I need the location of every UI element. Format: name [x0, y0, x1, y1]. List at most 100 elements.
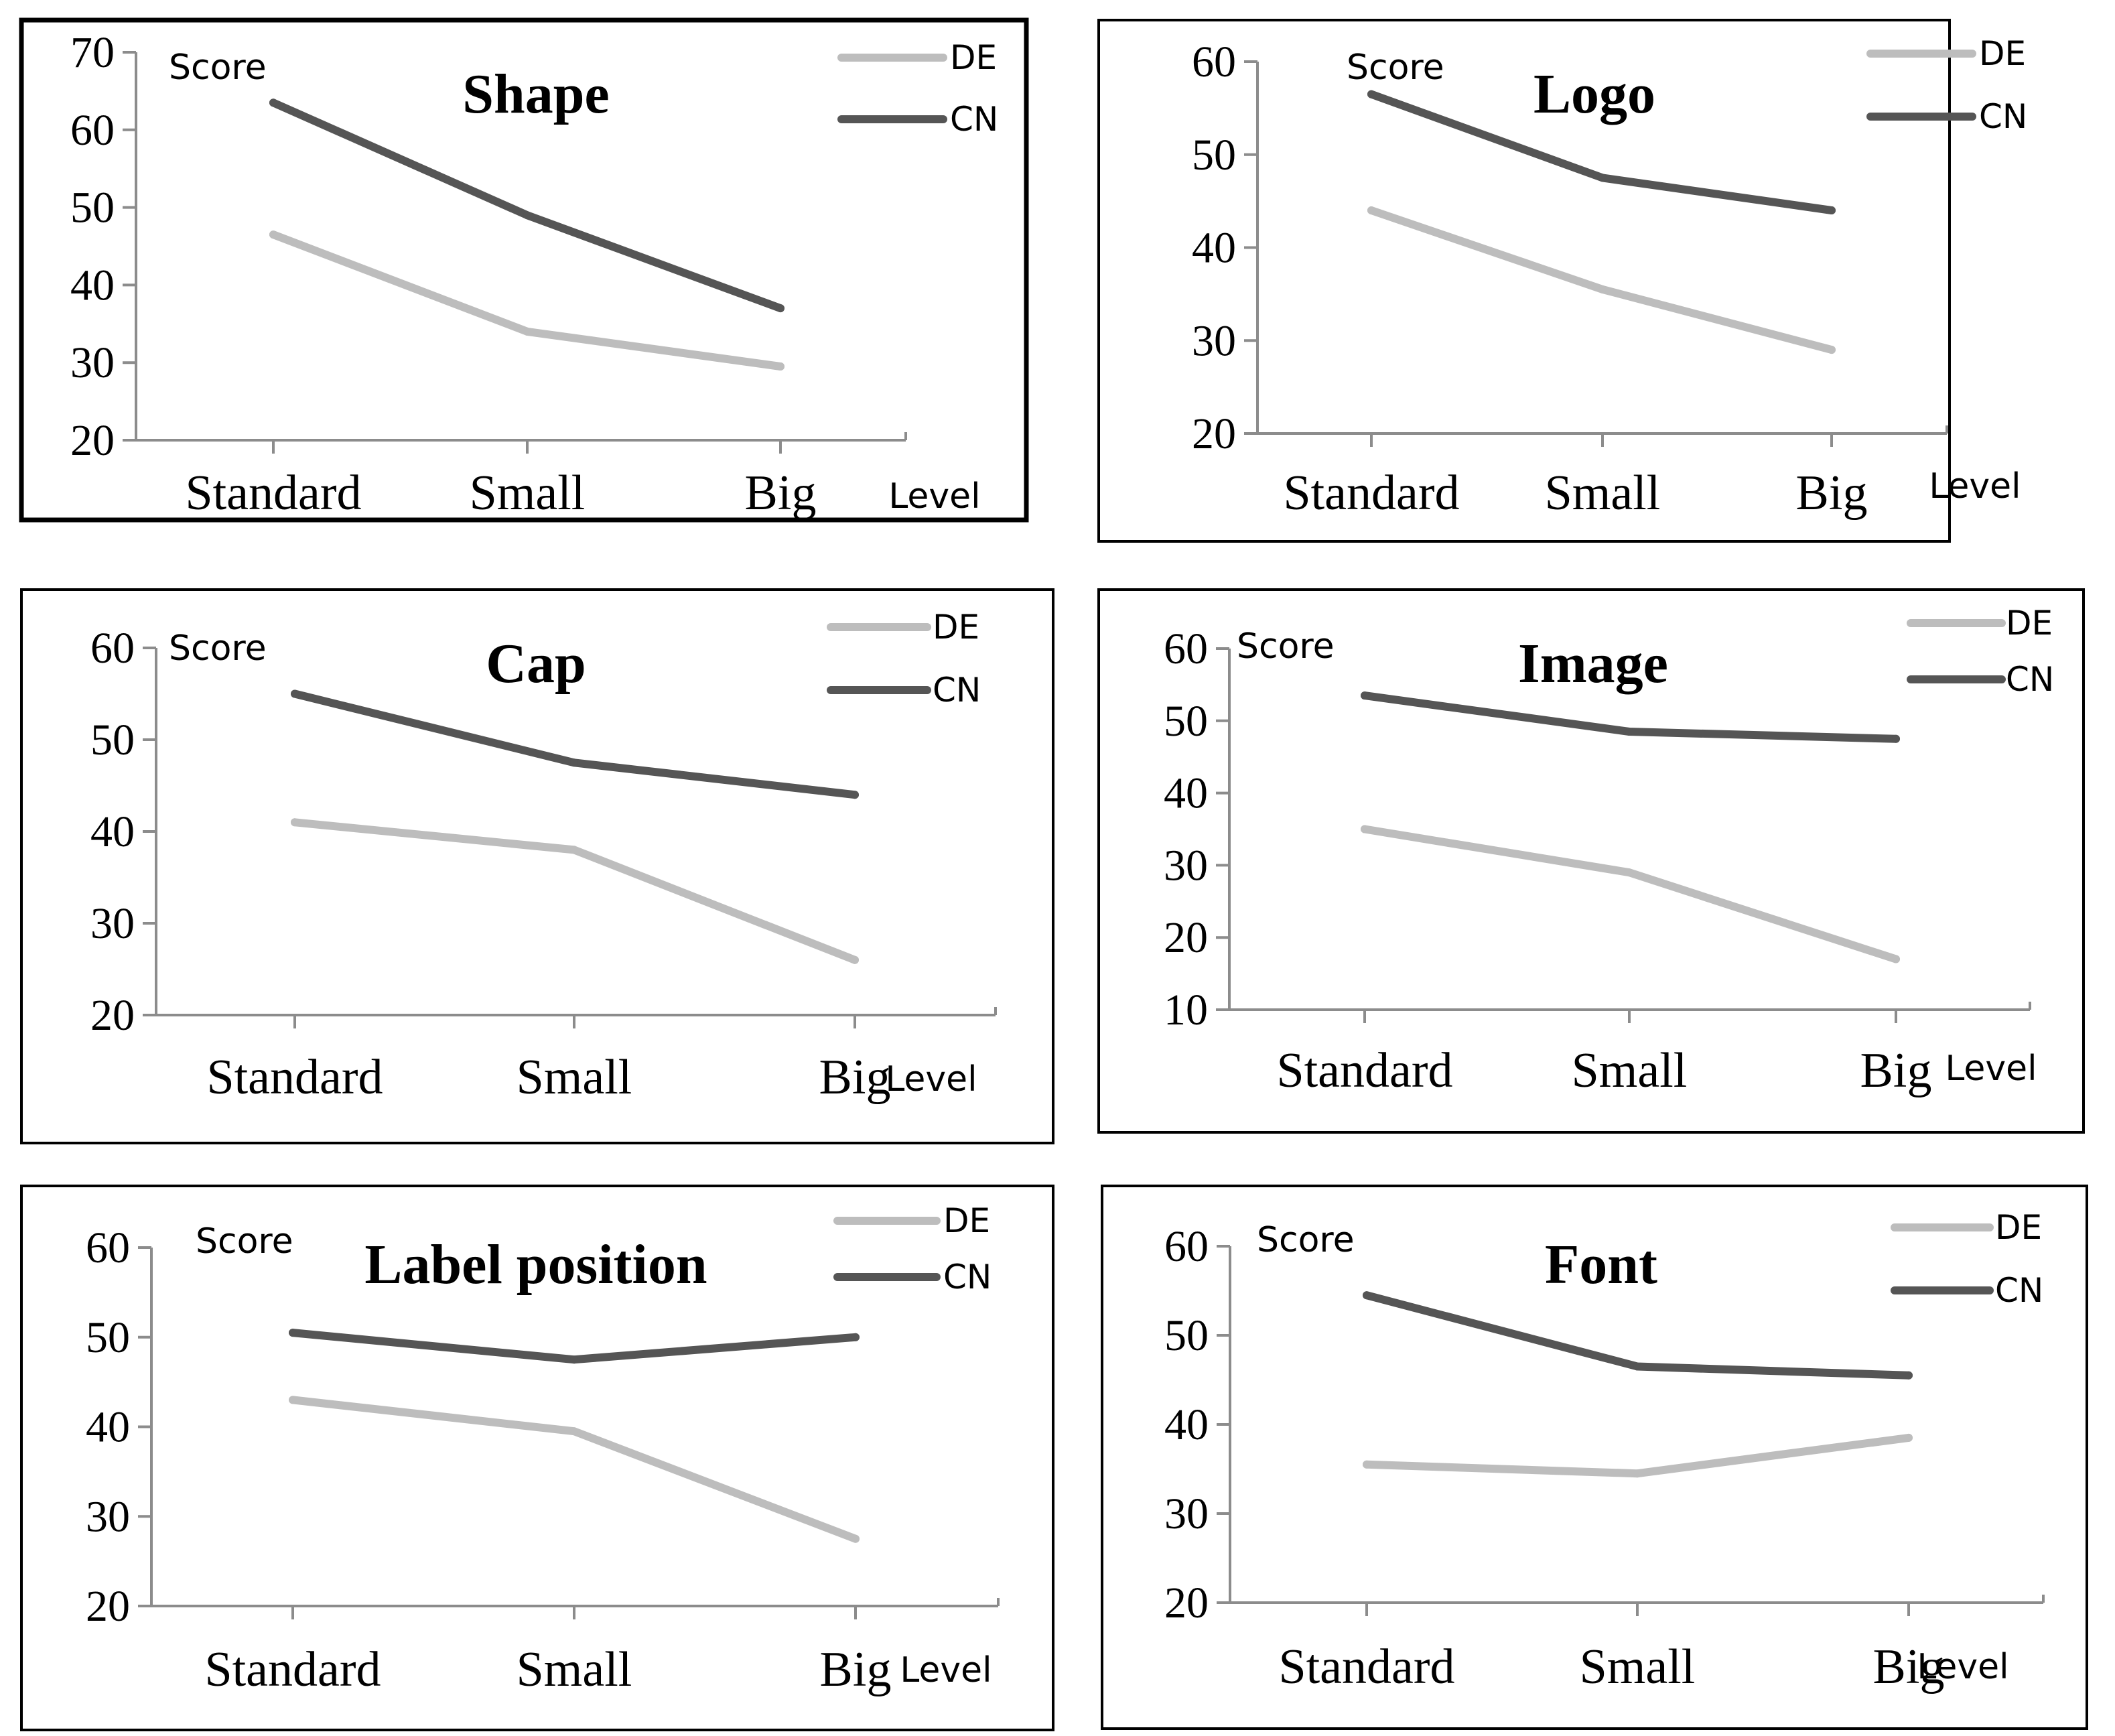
chart-panel-2: 20 30 40 50 60 Standard Small Big Logo Score Level… — [1097, 19, 2027, 543]
data-point-de — [1367, 206, 1375, 214]
chart-panel-4: 10 20 30 40 50 60 Standard Small Big Image Score Le… — [1097, 588, 2085, 1134]
data-point-de — [851, 955, 859, 964]
y-axis-label: Score — [1257, 1220, 1355, 1260]
chart-frame — [1101, 1185, 2088, 1730]
x-category-label: Small — [470, 466, 586, 521]
legend-label-cn: CN — [2006, 660, 2054, 699]
data-point-cn — [1905, 1371, 1913, 1380]
x-category-label: Small — [517, 1050, 632, 1105]
data-point-cn — [851, 791, 859, 799]
data-point-de — [570, 846, 578, 854]
data-point-de — [1892, 955, 1900, 963]
data-point-cn — [1361, 691, 1369, 700]
x-axis-label: Level — [900, 1650, 992, 1690]
x-category-label: Standard — [1283, 466, 1459, 521]
x-axis-label: Level — [1945, 1049, 2037, 1089]
chart-title: Image — [1518, 632, 1668, 695]
y-tick-label: 10 — [1164, 986, 1208, 1034]
legend-label-cn: CN — [1979, 97, 2027, 136]
chart-panel-6: 20 30 40 50 60 Standard Small Big Font Score Level… — [1101, 1185, 2088, 1730]
y-tick-label: 30 — [90, 899, 135, 948]
data-point-de — [1363, 1460, 1371, 1469]
data-point-cn — [1367, 90, 1375, 98]
x-category-label: Standard — [1276, 1043, 1452, 1098]
x-category-label: Big — [1873, 1640, 1945, 1694]
data-point-de — [1905, 1433, 1913, 1442]
data-point-cn — [1828, 206, 1836, 214]
y-tick-label: 50 — [90, 716, 135, 764]
legend-label-de: DE — [1995, 1208, 2042, 1247]
y-tick-label: 60 — [1164, 1222, 1209, 1271]
y-tick-label: 60 — [1164, 624, 1208, 673]
y-tick-label: 60 — [86, 1223, 130, 1272]
x-axis-label: Level — [888, 476, 980, 517]
y-tick-label: 20 — [90, 991, 135, 1040]
y-axis-label: Score — [1347, 48, 1444, 88]
y-tick-label: 50 — [70, 184, 115, 232]
x-category-label: Standard — [206, 1050, 383, 1105]
y-tick-label: 30 — [70, 338, 115, 387]
y-tick-label: 50 — [1192, 131, 1236, 180]
data-point-cn — [570, 758, 578, 767]
data-point-cn — [570, 1355, 578, 1364]
y-tick-label: 40 — [1164, 769, 1208, 818]
chart-frame — [1097, 19, 1951, 543]
legend-label-de: DE — [933, 608, 979, 647]
chart-title: Shape — [462, 63, 609, 125]
y-axis-label: Score — [1237, 626, 1335, 667]
y-tick-label: 60 — [70, 106, 115, 155]
chart-frame — [19, 17, 1029, 523]
data-point-de — [269, 230, 277, 239]
y-tick-label: 40 — [1192, 224, 1236, 273]
x-category-label: Big — [819, 1050, 891, 1105]
data-point-cn — [523, 211, 531, 220]
legend-label-de: DE — [943, 1201, 990, 1240]
data-point-de — [776, 362, 784, 371]
legend-label-cn: CN — [943, 1258, 992, 1296]
data-point-de — [1598, 285, 1607, 293]
y-tick-label: 20 — [1164, 913, 1208, 962]
x-category-label: Standard — [204, 1642, 381, 1697]
legend-label-cn: CN — [933, 671, 981, 710]
y-tick-label: 40 — [90, 807, 135, 856]
legend-label-de: DE — [1979, 34, 2026, 73]
chart-panel-5: 20 30 40 50 60 Standard Small Big Label position… — [20, 1185, 1054, 1731]
y-tick-label: 30 — [1192, 316, 1236, 365]
y-tick-label: 20 — [1192, 409, 1236, 458]
y-axis-label: Score — [169, 48, 267, 88]
x-category-label: Big — [1796, 466, 1868, 521]
data-point-de — [291, 818, 299, 827]
x-category-label: Small — [1572, 1043, 1688, 1098]
data-point-cn — [1363, 1291, 1371, 1300]
legend-label-de: DE — [950, 38, 997, 77]
chart-title: Label position — [364, 1233, 707, 1296]
data-point-de — [289, 1396, 297, 1404]
y-tick-label: 50 — [1164, 1311, 1209, 1360]
data-point-de — [1625, 868, 1633, 877]
x-category-label: Big — [820, 1642, 892, 1697]
data-point-de — [1361, 825, 1369, 833]
data-point-cn — [776, 304, 784, 313]
data-point-cn — [291, 689, 299, 698]
chart-panel-3: 20 30 40 50 60 Standard Small Big Cap Score Level D… — [20, 588, 1054, 1144]
y-tick-label: 30 — [86, 1492, 130, 1541]
x-category-label: Big — [1860, 1043, 1932, 1098]
chart-title: Font — [1545, 1233, 1657, 1296]
data-point-cn — [269, 98, 277, 107]
y-tick-label: 20 — [70, 416, 115, 465]
x-axis-label: Level — [1917, 1647, 2008, 1687]
y-tick-label: 40 — [1164, 1400, 1209, 1449]
data-point-cn — [1598, 174, 1607, 182]
chart-title: Logo — [1533, 63, 1655, 125]
y-tick-label: 20 — [1164, 1579, 1209, 1627]
x-category-label: Small — [517, 1642, 632, 1697]
data-point-cn — [289, 1329, 297, 1337]
y-tick-label: 20 — [86, 1582, 130, 1631]
y-tick-label: 60 — [1192, 38, 1236, 86]
chart-panel-1: 20 30 40 50 60 70 Standard Small Big Shape Score Le… — [19, 17, 1029, 523]
x-axis-label: Level — [1929, 466, 2021, 507]
y-axis-label: Score — [196, 1221, 293, 1262]
data-point-cn — [1892, 734, 1900, 743]
y-tick-label: 60 — [90, 624, 135, 673]
legend-label-cn: CN — [1995, 1271, 2043, 1310]
